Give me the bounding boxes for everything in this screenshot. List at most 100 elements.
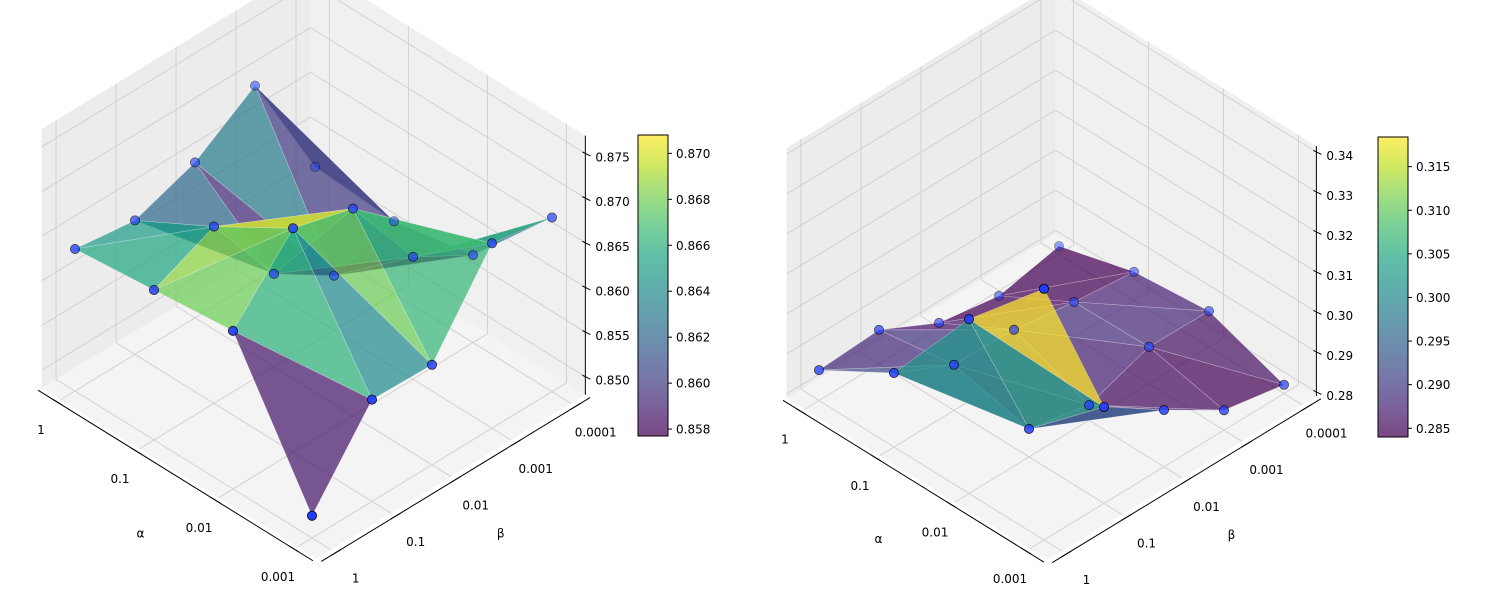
data-point <box>1009 324 1020 335</box>
z-tick-label: 0.32 <box>1326 229 1353 243</box>
alpha-tick-label: 0.01 <box>922 525 949 539</box>
gridline <box>1055 149 1317 313</box>
alpha-tick <box>130 447 142 455</box>
gridline <box>1055 189 1317 353</box>
data-point <box>547 212 558 223</box>
data-point <box>227 325 238 336</box>
alpha-tick-label: 1 <box>37 423 45 437</box>
z-tick-label: 0.855 <box>595 329 629 343</box>
z-tick <box>1313 350 1322 355</box>
data-point <box>874 324 885 335</box>
back-right-pane <box>310 0 586 395</box>
data-point <box>1084 400 1095 411</box>
alpha-tick <box>870 454 882 462</box>
data-point <box>814 365 825 376</box>
beta-axis-label: β <box>497 527 505 541</box>
gridline <box>310 27 586 199</box>
data-point <box>268 268 279 279</box>
data-point <box>1099 401 1110 412</box>
data-point <box>486 238 497 249</box>
beta-tick <box>510 439 521 447</box>
gridline <box>337 0 586 154</box>
z-tick <box>1313 270 1322 275</box>
gridline <box>55 378 332 551</box>
data-point <box>1039 283 1050 294</box>
colorbar-gradient <box>1378 137 1408 437</box>
data-point <box>1129 266 1140 277</box>
data-point <box>366 394 377 405</box>
gridline <box>1055 29 1317 193</box>
data-point <box>388 216 399 227</box>
beta-tick-label: 0.001 <box>519 462 553 476</box>
surface-face <box>1148 346 1285 411</box>
surface-plot-left: 1 0.1 0.01 0.001 α 1 0.1 0.01 0.001 0.0001 β 0.850 0… <box>37 0 710 586</box>
data-point <box>1069 296 1080 307</box>
z-tick-label: 0.875 <box>595 150 629 164</box>
alpha-tick <box>51 398 63 406</box>
z-tick <box>1313 230 1322 235</box>
colorbar-tick-label: 0.300 <box>1416 291 1450 305</box>
alpha-tick-label: 0.1 <box>850 479 869 493</box>
colorbar-tick-label: 0.864 <box>676 285 710 299</box>
gridline <box>786 29 1056 195</box>
beta-tick <box>1241 440 1252 448</box>
data-point <box>148 284 159 295</box>
beta-tick-label: 0.0001 <box>1306 427 1348 441</box>
gridline <box>786 0 1041 155</box>
z-tick-label: 0.28 <box>1326 389 1353 403</box>
surface-face <box>968 288 1105 408</box>
beta-tick-label: 0.1 <box>406 535 425 549</box>
data-point <box>964 314 975 325</box>
data-point <box>1054 241 1065 252</box>
data-point <box>287 223 298 234</box>
beta-tick <box>330 549 341 557</box>
surface-face <box>997 245 1136 297</box>
data-point <box>1204 306 1215 317</box>
data-point <box>189 157 200 168</box>
beta-tick-label: 0.01 <box>1193 500 1220 514</box>
alpha-tick-label: 1 <box>781 432 789 446</box>
data-point <box>309 161 320 172</box>
z-tick-label: 0.30 <box>1326 309 1353 323</box>
data-point <box>347 203 358 214</box>
data-point <box>1159 404 1170 415</box>
alpha-tick-label: 0.01 <box>186 521 213 535</box>
z-tick-label: 0.850 <box>595 374 629 388</box>
gridline <box>1055 109 1317 273</box>
colorbar-tick-label: 0.305 <box>1416 247 1450 261</box>
colorbar-tick-label: 0.866 <box>676 239 710 253</box>
z-tick-label: 0.870 <box>595 195 629 209</box>
z-tick <box>582 330 591 336</box>
gridline <box>41 0 284 148</box>
alpha-tick <box>1020 547 1032 555</box>
beta-tick <box>390 512 401 520</box>
z-tick <box>1313 190 1322 195</box>
beta-tick-label: 1 <box>352 572 360 586</box>
z-tick <box>582 285 591 291</box>
data-point <box>249 80 260 91</box>
data-point <box>467 250 478 261</box>
data-point <box>1144 341 1155 352</box>
z-tick <box>582 374 591 380</box>
z-tick-label: 0.34 <box>1326 149 1353 163</box>
alpha-axis-line <box>37 389 314 562</box>
data-point <box>306 510 317 521</box>
colorbar-gradient <box>638 135 668 436</box>
data-point <box>208 221 219 232</box>
beta-tick <box>450 476 461 483</box>
surface-face <box>232 330 373 517</box>
alpha-tick-label: 0.001 <box>993 572 1027 586</box>
gridline <box>786 69 1056 235</box>
surface-face <box>1072 271 1210 312</box>
surface-face <box>1148 310 1285 386</box>
colorbar-frame <box>637 134 669 437</box>
alpha-tick <box>288 545 300 553</box>
z-tick-label: 0.31 <box>1326 269 1353 283</box>
beta-tick <box>1061 550 1072 558</box>
beta-tick <box>1121 513 1132 521</box>
colorbar-tick-label: 0.315 <box>1416 160 1450 174</box>
z-tick-label: 0.865 <box>595 240 629 254</box>
colorbar-tick-label: 0.290 <box>1416 378 1450 392</box>
gridline <box>800 388 1063 552</box>
surface-face <box>74 226 215 291</box>
